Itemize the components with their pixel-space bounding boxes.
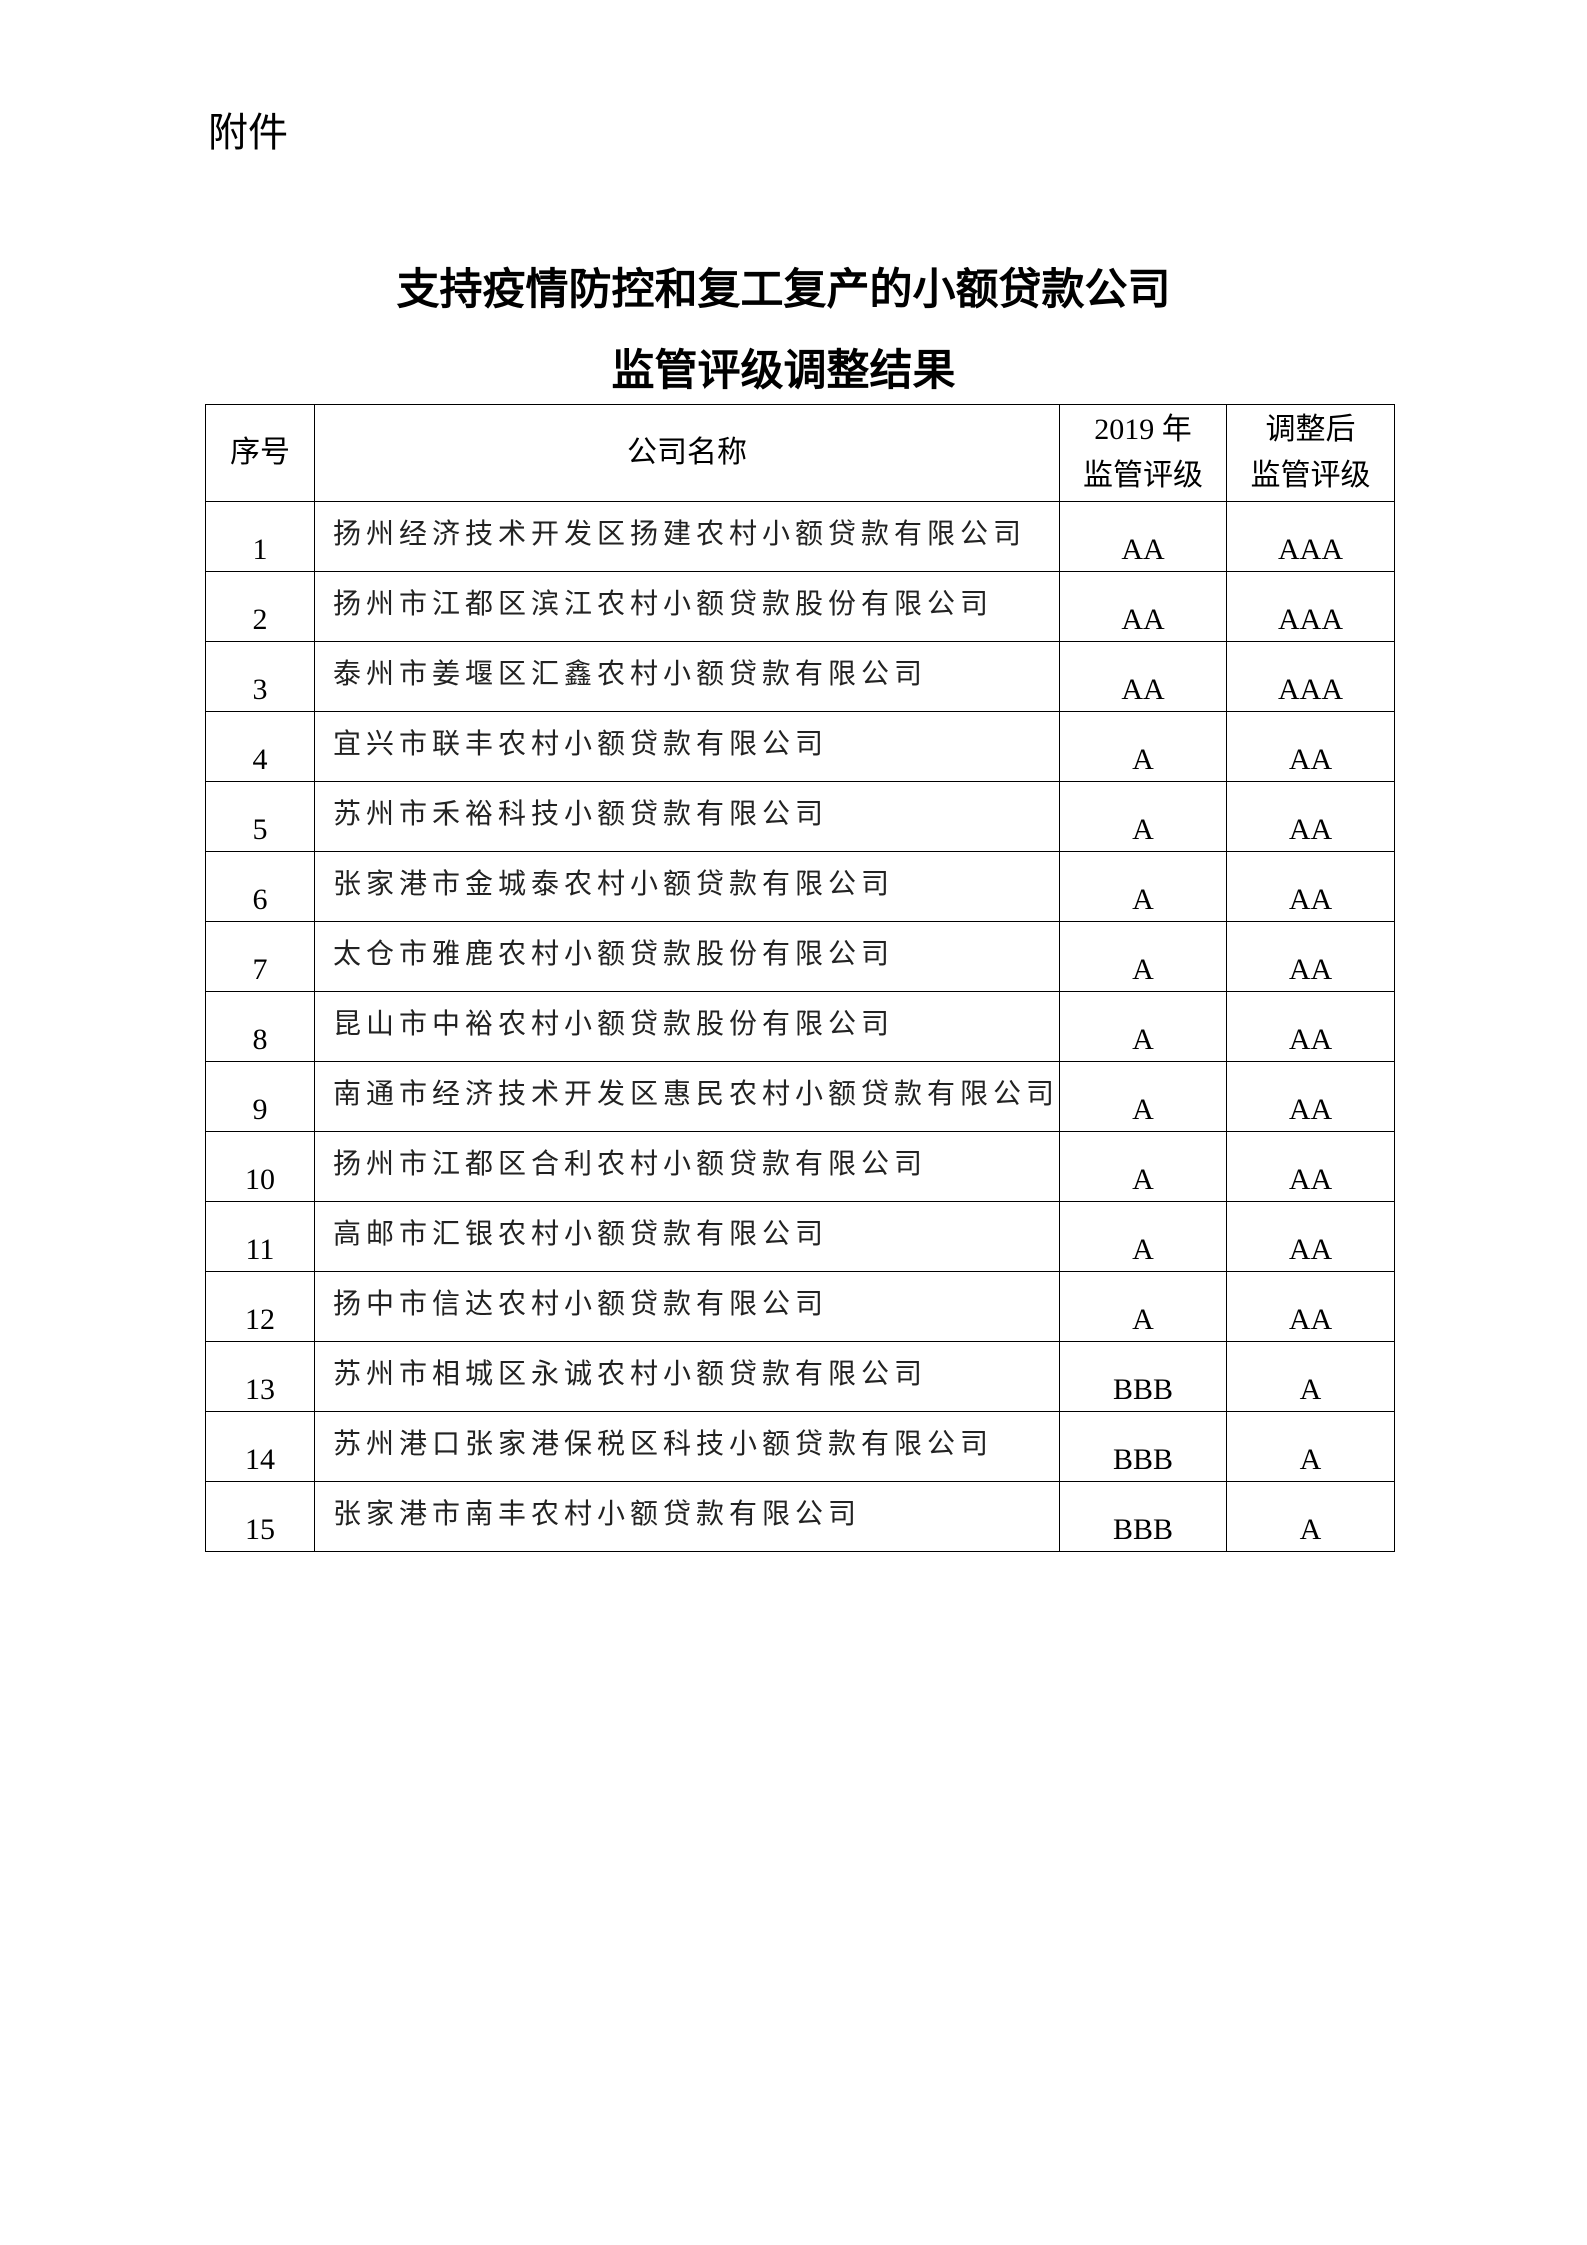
table-row: 14 苏州港口张家港保税区科技小额贷款有限公司 BBB A [205,1411,1395,1482]
row-index: 4 [205,711,315,782]
rating-2019: A [1059,1271,1227,1342]
rating-2019: A [1059,921,1227,992]
table-row: 1 扬州经济技术开发区扬建农村小额贷款有限公司 AA AAA [205,501,1395,572]
company-name: 昆山市中裕农村小额贷款股份有限公司 [314,991,1060,1062]
company-name: 扬州市江都区合利农村小额贷款有限公司 [314,1131,1060,1202]
rating-adjusted: A [1226,1411,1395,1482]
company-name: 扬州市江都区滨江农村小额贷款股份有限公司 [314,571,1060,642]
header-rating-adjusted-label: 监管评级 [1250,458,1371,493]
table-row: 9 南通市经济技术开发区惠民农村小额贷款有限公司 A AA [205,1061,1395,1132]
rating-adjusted: AA [1226,1131,1395,1202]
header-rating-adjusted: 调整后 监管评级 [1226,404,1395,502]
row-index: 12 [205,1271,315,1342]
row-index: 9 [205,1061,315,1132]
company-name: 太仓市雅鹿农村小额贷款股份有限公司 [314,921,1060,992]
company-name: 宜兴市联丰农村小额贷款有限公司 [314,711,1060,782]
rating-adjusted: AA [1226,991,1395,1062]
rating-2019: BBB [1059,1481,1227,1552]
table-header-row: 序号 公司名称 2019 年 监管评级 调整后 监管评级 [205,404,1395,502]
row-index: 10 [205,1131,315,1202]
company-name: 扬中市信达农村小额贷款有限公司 [314,1271,1060,1342]
rating-2019: A [1059,711,1227,782]
rating-2019: A [1059,1061,1227,1132]
row-index: 3 [205,641,315,712]
attachment-label: 附件 [208,110,288,156]
company-name: 扬州经济技术开发区扬建农村小额贷款有限公司 [314,501,1060,572]
rating-adjusted: AA [1226,781,1395,852]
rating-2019: A [1059,851,1227,922]
header-index: 序号 [205,404,315,502]
rating-adjusted: AAA [1226,501,1395,572]
company-name: 苏州市相城区永诚农村小额贷款有限公司 [314,1341,1060,1412]
document-subtitle: 监管评级调整结果 [611,346,956,396]
row-index: 2 [205,571,315,642]
table-row: 13 苏州市相城区永诚农村小额贷款有限公司 BBB A [205,1341,1395,1412]
company-name: 苏州市禾裕科技小额贷款有限公司 [314,781,1060,852]
rating-adjusted: AA [1226,711,1395,782]
rating-2019: BBB [1059,1341,1227,1412]
rating-adjusted: A [1226,1481,1395,1552]
header-company: 公司名称 [314,404,1060,502]
row-index: 1 [205,501,315,572]
rating-adjusted: AA [1226,1061,1395,1132]
table-row: 2 扬州市江都区滨江农村小额贷款股份有限公司 AA AAA [205,571,1395,642]
table-row: 3 泰州市姜堰区汇鑫农村小额贷款有限公司 AA AAA [205,641,1395,712]
row-index: 15 [205,1481,315,1552]
rating-2019: AA [1059,571,1227,642]
rating-2019: AA [1059,501,1227,572]
company-name: 高邮市汇银农村小额贷款有限公司 [314,1201,1060,1272]
table-row: 7 太仓市雅鹿农村小额贷款股份有限公司 A AA [205,921,1395,992]
table-row: 4 宜兴市联丰农村小额贷款有限公司 A AA [205,711,1395,782]
header-rating-2019-label: 监管评级 [1083,458,1203,493]
rating-2019: A [1059,781,1227,852]
table-row: 15 张家港市南丰农村小额贷款有限公司 BBB A [205,1481,1395,1552]
rating-2019: A [1059,1131,1227,1202]
row-index: 11 [205,1201,315,1272]
company-name: 张家港市南丰农村小额贷款有限公司 [314,1481,1060,1552]
rating-adjusted: AA [1226,1201,1395,1272]
rating-adjusted: A [1226,1341,1395,1412]
rating-adjusted: AAA [1226,641,1395,712]
rating-adjusted: AA [1226,851,1395,922]
rating-2019: BBB [1059,1411,1227,1482]
header-rating-adjusted-top: 调整后 [1265,412,1356,447]
rating-adjusted: AA [1226,921,1395,992]
document-title: 支持疫情防控和复工复产的小额贷款公司 [396,265,1171,315]
row-index: 6 [205,851,315,922]
row-index: 14 [205,1411,315,1482]
header-rating-2019: 2019 年 监管评级 [1059,404,1227,502]
company-name: 泰州市姜堰区汇鑫农村小额贷款有限公司 [314,641,1060,712]
row-index: 7 [205,921,315,992]
table-row: 6 张家港市金城泰农村小额贷款有限公司 A AA [205,851,1395,922]
row-index: 5 [205,781,315,852]
rating-2019: A [1059,991,1227,1062]
rating-table: 序号 公司名称 2019 年 监管评级 调整后 监管评级 1 扬州经济技术开发区扬… [205,404,1395,1552]
table-row: 12 扬中市信达农村小额贷款有限公司 A AA [205,1271,1395,1342]
header-rating-2019-year: 2019 年 [1094,413,1192,446]
row-index: 8 [205,991,315,1062]
table-row: 11 高邮市汇银农村小额贷款有限公司 A AA [205,1201,1395,1272]
row-index: 13 [205,1341,315,1412]
rating-adjusted: AA [1226,1271,1395,1342]
table-row: 10 扬州市江都区合利农村小额贷款有限公司 A AA [205,1131,1395,1202]
rating-2019: A [1059,1201,1227,1272]
company-name: 南通市经济技术开发区惠民农村小额贷款有限公司 [314,1061,1060,1132]
table-row: 8 昆山市中裕农村小额贷款股份有限公司 A AA [205,991,1395,1062]
rating-adjusted: AAA [1226,571,1395,642]
rating-2019: AA [1059,641,1227,712]
company-name: 苏州港口张家港保税区科技小额贷款有限公司 [314,1411,1060,1482]
table-row: 5 苏州市禾裕科技小额贷款有限公司 A AA [205,781,1395,852]
company-name: 张家港市金城泰农村小额贷款有限公司 [314,851,1060,922]
